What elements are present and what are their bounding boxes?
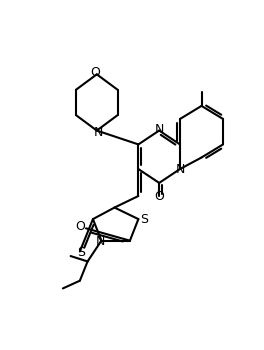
Text: S: S	[140, 212, 149, 226]
Text: O: O	[90, 66, 100, 79]
Text: S: S	[77, 246, 85, 259]
Text: O: O	[154, 190, 164, 203]
Text: N: N	[94, 126, 103, 139]
Text: O: O	[75, 220, 85, 233]
Text: N: N	[96, 235, 105, 248]
Text: N: N	[176, 163, 185, 176]
Text: N: N	[154, 122, 164, 135]
